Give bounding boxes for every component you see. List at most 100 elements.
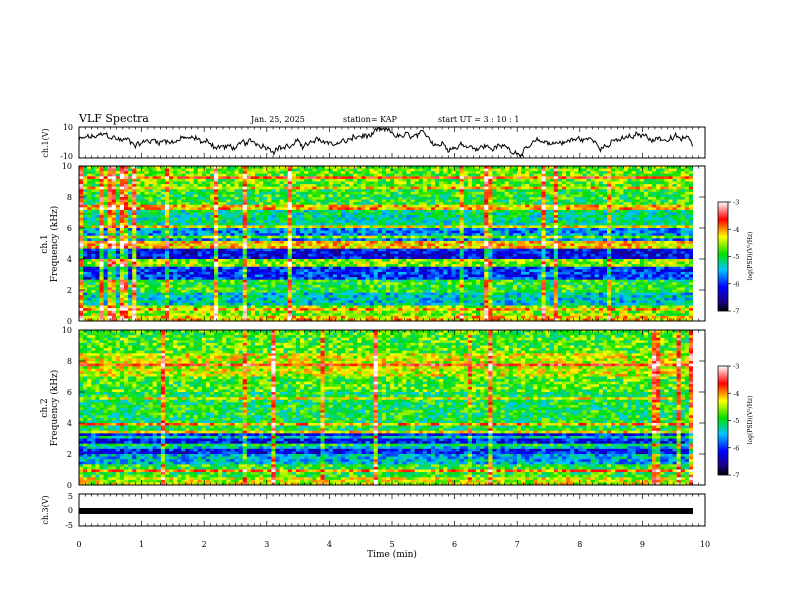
ch1-spec-cell bbox=[267, 259, 272, 262]
ch1-spec-cell bbox=[361, 228, 366, 231]
ch1-spec-cell bbox=[381, 220, 387, 224]
ch1-spec-cell bbox=[119, 191, 125, 195]
ch1-spec-cell bbox=[287, 191, 293, 195]
ch1-spec-cell bbox=[386, 222, 391, 226]
ch1-spec-cell bbox=[246, 215, 252, 219]
ch1-spec-cell bbox=[271, 235, 276, 239]
ch1-spec-cell bbox=[263, 186, 268, 190]
ch1-spec-cell bbox=[214, 318, 219, 321]
ch1-spec-cell bbox=[132, 279, 137, 283]
ch1-spec-cell bbox=[173, 282, 178, 286]
ch1-spec-cell bbox=[381, 300, 387, 304]
ch1-spec-cell bbox=[209, 259, 215, 262]
ch1-spec-cell bbox=[275, 295, 280, 299]
ch1-spec-cell bbox=[152, 297, 158, 301]
ch1-spec-cell bbox=[398, 308, 403, 312]
ch1-spec-cell bbox=[316, 279, 321, 283]
ch1-spec-cell bbox=[271, 199, 276, 203]
ch1-spec-cell bbox=[373, 277, 379, 281]
ch1-spec-cell bbox=[381, 166, 387, 169]
ch1-spec-cell bbox=[201, 248, 207, 252]
ch1-spec-cell bbox=[128, 295, 133, 299]
ch1-spec-cell bbox=[300, 212, 305, 216]
ch1-spec-cell bbox=[300, 290, 305, 293]
ch1-spec-cell bbox=[246, 194, 252, 198]
ch1-spec-cell bbox=[226, 243, 231, 247]
ch1-spec-cell bbox=[193, 225, 199, 229]
ch1-spec-cell bbox=[115, 251, 121, 255]
ch1-spec-cell bbox=[156, 184, 162, 188]
ch1-spec-cell bbox=[250, 302, 256, 306]
ch1-spec-cell bbox=[271, 295, 276, 299]
ch1-spec-cell bbox=[300, 256, 305, 260]
ch1-spec-cell bbox=[304, 264, 309, 268]
ch1-spec-cell bbox=[230, 318, 235, 321]
ch1-spec-cell bbox=[230, 235, 235, 239]
ch1-spec-cell bbox=[177, 251, 182, 255]
ch1-spec-cell bbox=[295, 168, 301, 172]
ch1-spec-cell bbox=[361, 318, 366, 321]
ch1-spec-cell bbox=[394, 290, 399, 293]
ch1-spec-cell bbox=[226, 240, 231, 244]
ch1-spec-cell bbox=[152, 284, 158, 288]
start-ut-label: start UT = 3 : 10 : 1 bbox=[438, 115, 519, 124]
ch1-spec-cell bbox=[259, 274, 264, 278]
ch1-spec-cell bbox=[283, 212, 289, 216]
ch1-spec-cell bbox=[230, 207, 235, 211]
ch1-spec-cell bbox=[361, 209, 366, 213]
ch1-spec-cell bbox=[197, 220, 203, 224]
ch1-spec-cell bbox=[144, 202, 149, 206]
ch1-spec-cell bbox=[218, 259, 223, 262]
ch1-spec-cell bbox=[234, 173, 240, 177]
ch1-spec-cell bbox=[230, 202, 235, 206]
ch1-spec-cell bbox=[259, 277, 264, 281]
ch1-spec-cell bbox=[160, 233, 166, 237]
ch1-spec-cell bbox=[242, 191, 248, 195]
ch1-spec-cell bbox=[140, 212, 145, 216]
ch1-spec-cell bbox=[115, 271, 121, 275]
ch1-spec-cell bbox=[234, 295, 240, 299]
ch1-spec-cell bbox=[402, 277, 407, 281]
ch1-spec-cell bbox=[189, 235, 195, 239]
ch1-spec-cell bbox=[148, 256, 154, 260]
ch1-spec-cell bbox=[349, 222, 354, 226]
ch1-spec-cell bbox=[226, 292, 231, 296]
ch1-spec-cell bbox=[218, 176, 223, 180]
ch1-spec-cell bbox=[185, 184, 190, 188]
ch1-spec-cell bbox=[132, 292, 137, 296]
ch1-spec-cell bbox=[169, 259, 174, 262]
ch1-spec-cell bbox=[271, 220, 276, 224]
ch1-spec-cell bbox=[398, 240, 403, 244]
ch1-spec-cell bbox=[300, 191, 305, 195]
ch1-spec-cell bbox=[115, 233, 121, 237]
ch1-spec-cell bbox=[91, 235, 96, 239]
ch1-spec-cell bbox=[365, 171, 371, 175]
ch1-spec-cell bbox=[336, 318, 342, 321]
ch1-spec-cell bbox=[103, 287, 109, 291]
ch1-spec-cell bbox=[226, 235, 231, 239]
ch1-spec-cell bbox=[189, 186, 195, 190]
ch1-spec-cell bbox=[144, 305, 149, 309]
ch1-spec-cell bbox=[234, 238, 240, 242]
ch1-spec-cell bbox=[79, 225, 84, 229]
ch1-spec-cell bbox=[144, 290, 149, 293]
ch1-spec-cell bbox=[205, 282, 211, 286]
ch1-spec-cell bbox=[132, 277, 137, 281]
ch1-spec-cell bbox=[361, 297, 366, 301]
ch1-spec-cell bbox=[345, 287, 350, 291]
ch1-spec-cell bbox=[99, 248, 104, 252]
ch1-spec-cell bbox=[148, 222, 154, 226]
ch1-spec-cell bbox=[345, 202, 350, 206]
ch1-spec-cell bbox=[140, 310, 145, 314]
ch1-spec-cell bbox=[214, 225, 219, 229]
ch1-spec-cell bbox=[87, 230, 92, 234]
ch1-spec-cell bbox=[136, 178, 141, 182]
ch1-spec-cell bbox=[381, 297, 387, 301]
ch1-spec-cell bbox=[152, 248, 158, 252]
ch1-spec-cell bbox=[287, 222, 293, 226]
ch1-spec-cell bbox=[304, 259, 309, 262]
ch1-spec-cell bbox=[316, 235, 321, 239]
ch1-spec-cell bbox=[164, 222, 170, 226]
ch1-spec-cell bbox=[300, 202, 305, 206]
ch1-spec-cell bbox=[99, 171, 104, 175]
